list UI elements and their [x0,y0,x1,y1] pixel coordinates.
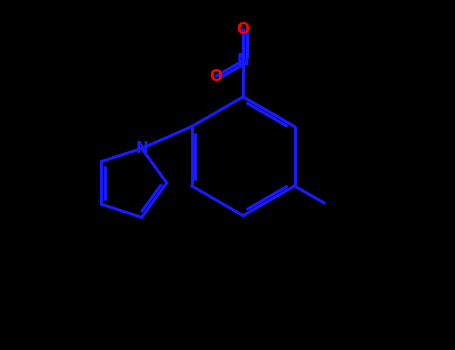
Text: O: O [210,69,222,84]
Text: N: N [135,141,148,156]
Text: N: N [237,53,249,68]
Text: O: O [237,22,250,37]
